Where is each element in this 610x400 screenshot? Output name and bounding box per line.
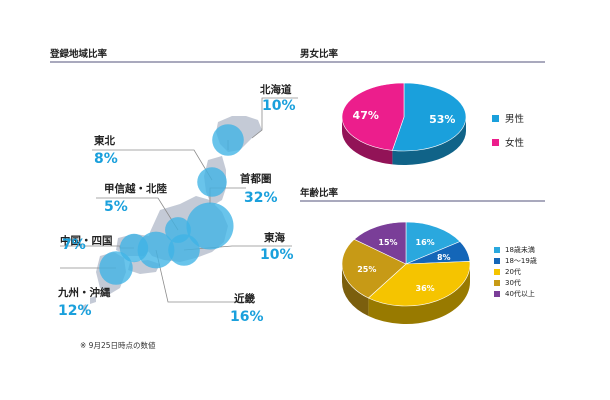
region-pct-chugoku: 7% [62,237,86,253]
legend-label-20s: 20代 [505,267,521,276]
legend-item-male: 男性 [492,106,524,130]
region-pct-tohoku: 8% [94,151,118,167]
age-slice-label-1: 16% [416,238,435,247]
region-pct-hokkaido: 10% [262,98,296,114]
gender-slice-label-1: 53% [429,113,455,126]
legend-label-under18: 18歳未満 [505,245,535,254]
legend-swatch-under18 [494,246,500,253]
legend-item-under18: 18歳未満 [494,244,537,255]
region-name-kyushu: 九州・沖縄 [58,287,111,299]
gender-panel-title: 男女比率 [300,49,339,60]
legend-swatch-20s [494,268,500,275]
map-panel-title: 登録地域比率 [50,49,108,60]
map-panel-rule [50,61,300,63]
legend-item-30s: 30代 [494,277,537,288]
age-slice-4 [341,238,407,299]
legend-label-female: 女性 [505,138,525,149]
legend-swatch-30s [494,279,500,286]
region-name-shutoken: 首都圏 [240,173,272,185]
region-bubble-7 [99,251,133,285]
legend-swatch-female [492,138,499,146]
legend-label-30s: 30代 [505,278,521,287]
region-bubble-2 [197,167,227,197]
age-slice-label-3: 36% [416,284,435,293]
region-bubble-8 [137,231,175,269]
gender-slice-side-2-1 [342,117,393,165]
gender-legend: 男性 女性 [492,106,524,154]
region-pct-shutoken: 32% [244,190,278,206]
region-name-chugoku: 中国・四国 [60,235,113,247]
region-pct-tokai: 10% [260,247,294,263]
age-slice-1 [405,221,461,265]
legend-item-40plus: 40代以上 [494,288,537,299]
age-slice-label-5: 15% [378,238,397,247]
legend-label-40plus: 40代以上 [505,289,535,298]
gender-slice-1 [391,82,467,152]
age-slice-3 [367,261,471,307]
age-panel-rule [300,200,545,202]
region-name-tohoku: 東北 [94,135,115,147]
legend-item-18-19: 18～19歳 [494,255,537,266]
gender-slice-label-2: 47% [353,109,379,122]
age-legend: 18歳未満 18～19歳 20代 30代 40代以上 [494,244,537,299]
legend-label-male: 男性 [505,114,525,125]
region-name-kinki: 近畿 [234,293,255,305]
region-name-koshinetsu: 甲信越・北陸 [104,183,167,195]
gender-panel-rule [300,61,545,63]
region-bubble-6 [168,234,200,266]
region-bubble-4 [186,202,234,250]
legend-swatch-40plus [494,290,500,297]
japan-map [60,97,298,312]
age-slice-label-2: 8% [437,253,451,262]
gender-slice-2 [341,82,405,151]
region-name-tokai: 東海 [264,232,285,244]
age-pie-chart: 16%8% 36% 25% 15% [341,221,471,324]
gender-pie-chart: 53% 47% [341,82,467,165]
legend-item-female: 女性 [492,130,524,154]
legend-swatch-18-19 [494,257,500,264]
region-pct-kyushu: 12% [58,303,92,319]
region-pct-koshinetsu: 5% [104,199,128,215]
region-pct-kinki: 16% [230,309,264,325]
gender-slice-side-1-1 [392,117,466,165]
legend-item-20s: 20代 [494,266,537,277]
legend-swatch-male [492,114,499,122]
region-name-hokkaido: 北海道 [260,84,292,96]
age-slice-label-4: 25% [357,265,376,274]
map-footnote: ※ 9月25日時点の数値 [80,341,156,350]
legend-label-18-19: 18～19歳 [505,256,537,265]
region-bubble-1 [212,124,244,156]
age-panel-title: 年齢比率 [300,188,339,199]
age-slice-5 [353,221,407,265]
region-bubbles [99,124,244,285]
age-slice-side-3-1 [368,264,470,324]
